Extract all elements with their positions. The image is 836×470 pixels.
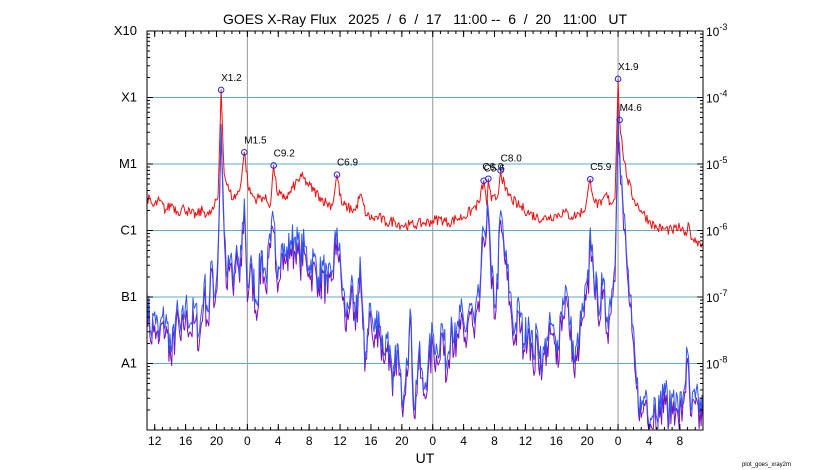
x-tick-label: 0 — [429, 434, 436, 448]
flare-marker — [616, 116, 623, 124]
flare-marker — [217, 86, 225, 94]
x-tick-label: 8 — [306, 434, 313, 448]
flare-marker — [241, 148, 248, 156]
flare-label: X1.9 — [618, 62, 639, 73]
y-tick-label-left: X1 — [121, 90, 137, 105]
x-tick-label: 16 — [179, 434, 193, 448]
x-tick-label: 8 — [491, 434, 498, 448]
flare-label: C6.9 — [337, 158, 359, 169]
x-tick-label: 20 — [580, 434, 594, 448]
flare-label: C5.9 — [590, 162, 612, 173]
x-tick-label: 4 — [646, 434, 653, 448]
x-tick-label: 4 — [460, 434, 467, 448]
y-tick-label-left: B1 — [121, 289, 137, 304]
flare-label: C8.0 — [501, 153, 523, 164]
y-tick-label-right: 10-4 — [706, 89, 727, 106]
flare-label: M4.6 — [620, 103, 643, 114]
flare-label: C9.2 — [274, 148, 296, 159]
x-tick-label: 8 — [676, 434, 683, 448]
flare-label: C5.6 — [484, 164, 506, 175]
grid-layer — [147, 31, 703, 430]
flare-marker — [333, 171, 341, 179]
y-tick-label-left: X10 — [114, 23, 137, 38]
x-axis-label: UT — [416, 450, 435, 466]
x-tick-label: 12 — [148, 434, 162, 448]
x-tick-label: 20 — [395, 434, 409, 448]
series-long — [146, 78, 704, 248]
y-tick-label-right: 10-8 — [706, 355, 727, 372]
y-tick-label-right: 10-5 — [706, 155, 727, 172]
chart-title: GOES X-Ray Flux 2025 / 6 / 17 11:00 -- 6… — [223, 11, 628, 27]
y-tick-label-left: A1 — [121, 356, 137, 371]
flare-marker — [485, 175, 492, 183]
flare-label: M1.5 — [244, 135, 267, 146]
x-tick-label: 16 — [550, 434, 564, 448]
tick-layer: 12 16 20 0 4 8 12 16 20 0 4 8 12 16 20 0 4 8 X10 X1 M1 C1 B1 A1… — [114, 22, 728, 448]
flare-label: X1.2 — [221, 73, 242, 84]
y-tick-label-right: 10-6 — [706, 222, 727, 239]
x-tick-label: 12 — [519, 434, 533, 448]
x-tick-label: 4 — [275, 434, 282, 448]
flare-marker — [270, 162, 277, 169]
y-tick-label-right: 10-3 — [706, 22, 727, 39]
x-tick-label: 20 — [210, 434, 224, 448]
flare-marker — [614, 75, 622, 83]
x-tick-label: 0 — [244, 434, 251, 448]
y-tick-label-left: M1 — [119, 156, 137, 171]
flare-marker — [586, 175, 594, 183]
x-tick-label: 12 — [333, 434, 347, 448]
x-tick-label: 16 — [364, 434, 378, 448]
series-layer — [146, 78, 704, 430]
series-short — [146, 103, 704, 429]
x-tick-label: 0 — [615, 434, 622, 448]
y-tick-label-left: C1 — [120, 223, 137, 238]
flare-label: C6.0 — [482, 162, 504, 173]
footer-note: plot_goes_xray2m — [742, 462, 791, 468]
y-tick-label-right: 10-7 — [706, 288, 727, 305]
flare-marker — [497, 167, 504, 174]
annotation-layer: X1.2 M1.5 C9.2 C6.9 C5.6C6.0C8.0 C5.9 X1.9 M4.6 — [217, 62, 643, 185]
